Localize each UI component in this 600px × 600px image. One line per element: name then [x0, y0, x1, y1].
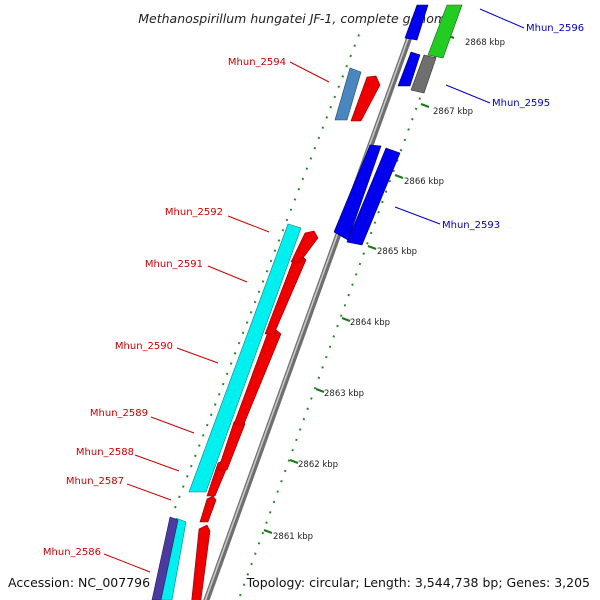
- gene-arrow-mhun-2594: [350, 75, 381, 122]
- gene-label[interactable]: Mhun_2590: [115, 341, 173, 352]
- forward-strand-genes: [333, 4, 463, 246]
- green-feature: [427, 4, 463, 59]
- gene-label[interactable]: Mhun_2595: [492, 98, 550, 109]
- tick-label: 2868 kbp: [465, 38, 505, 48]
- tick-label: 2863 kbp: [324, 389, 364, 399]
- topology-text: Topology: circular; Length: 3,544,738 bp…: [246, 575, 590, 590]
- gene-label[interactable]: Mhun_2588: [76, 447, 134, 458]
- gene-arrow-mhun-2596a: [404, 4, 429, 41]
- gene-arrow-mhun-2593b: [346, 147, 401, 246]
- gene-arrow-mhun-2587: [199, 495, 217, 523]
- tick-label: 2866 kbp: [404, 177, 444, 187]
- gene-label[interactable]: Mhun_2594: [228, 57, 286, 68]
- steelblue-feature: [334, 67, 362, 121]
- tick-label: 2864 kbp: [350, 318, 390, 328]
- genome-backbone: [203, 6, 423, 600]
- label-leaders: [103, 8, 525, 573]
- gene-label[interactable]: Mhun_2591: [145, 259, 203, 270]
- grey-feature: [410, 54, 437, 94]
- gene-label[interactable]: Mhun_2596: [526, 23, 584, 34]
- feature-track: [151, 67, 362, 600]
- gene-label[interactable]: Mhun_2587: [66, 476, 124, 487]
- accession-text: Accession: NC_007796: [8, 575, 150, 590]
- gene-arrow-mhun-2593a: [333, 144, 382, 241]
- gene-label[interactable]: Mhun_2586: [43, 547, 101, 558]
- gene-arrow-mhun-2586: [191, 524, 211, 600]
- guide-tracks: [174, 31, 439, 597]
- gene-arrow-mhun-2590: [233, 328, 282, 425]
- gene-label[interactable]: Mhun_2589: [90, 408, 148, 419]
- gene-label[interactable]: Mhun_2592: [165, 207, 223, 218]
- reverse-strand-genes: [191, 75, 381, 600]
- dark-feature-lower: [151, 516, 179, 600]
- map-title: Methanospirillum hungatei JF-1, complete…: [138, 11, 454, 26]
- gene-arrow-mhun-2592: [290, 230, 319, 263]
- gene-arrow-mhun-2595: [397, 51, 421, 87]
- tick-label: 2862 kbp: [298, 460, 338, 470]
- gene-label[interactable]: Mhun_2593: [442, 220, 500, 231]
- tick-label: 2861 kbp: [273, 532, 313, 542]
- tick-label: 2867 kbp: [433, 107, 473, 117]
- cyan-feature-upper: [188, 223, 302, 493]
- tick-label: 2865 kbp: [377, 247, 417, 257]
